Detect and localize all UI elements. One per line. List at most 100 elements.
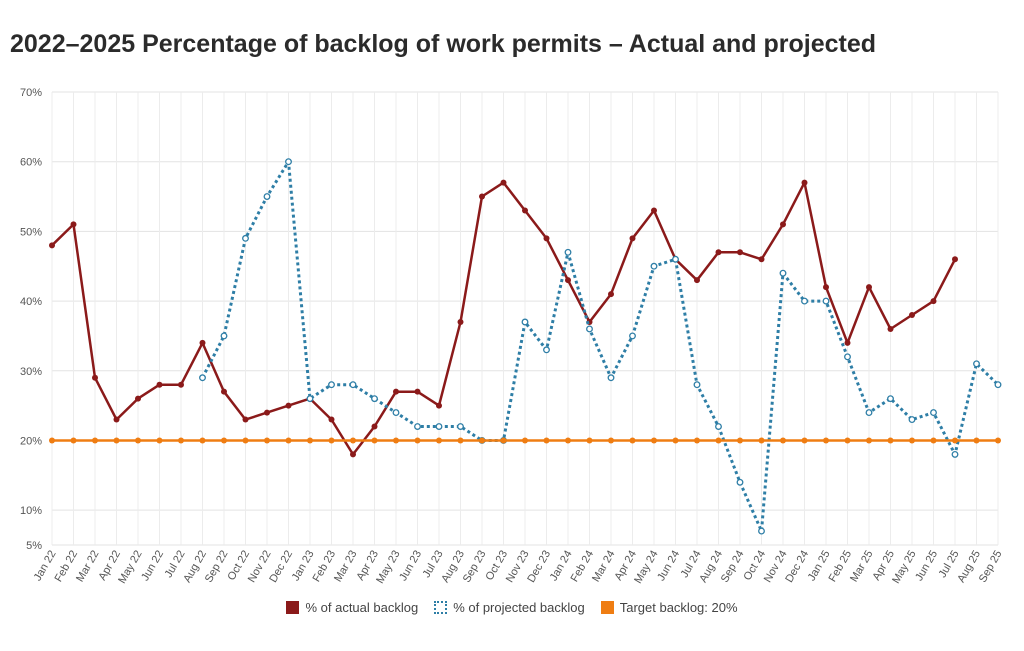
data-point bbox=[822, 297, 830, 305]
data-point bbox=[736, 478, 744, 486]
legend-item-projected[interactable]: % of projected backlog bbox=[434, 600, 585, 615]
data-point bbox=[586, 437, 593, 444]
data-point bbox=[113, 416, 120, 423]
data-point bbox=[285, 158, 292, 166]
data-point bbox=[780, 437, 786, 444]
data-point bbox=[715, 249, 722, 256]
data-point bbox=[328, 437, 335, 444]
data-point bbox=[973, 360, 980, 368]
data-point bbox=[565, 437, 571, 444]
data-point bbox=[350, 451, 356, 458]
legend-item-target[interactable]: Target backlog: 20% bbox=[600, 600, 738, 615]
data-point bbox=[758, 437, 765, 444]
data-point bbox=[737, 249, 743, 256]
data-point bbox=[221, 388, 227, 395]
data-point bbox=[844, 339, 851, 346]
data-point bbox=[672, 255, 679, 263]
data-point bbox=[199, 437, 206, 444]
data-point bbox=[629, 437, 636, 444]
y-tick-label: 50% bbox=[20, 226, 42, 238]
data-point bbox=[952, 256, 958, 263]
y-axis-ticks: 5% 10% 20% 30% 40% 50% 60% 70% bbox=[20, 87, 42, 552]
data-point bbox=[414, 423, 421, 430]
data-point bbox=[844, 437, 851, 444]
x-tick-label: Jun 23 bbox=[397, 549, 424, 584]
data-point bbox=[994, 381, 1002, 389]
data-point bbox=[543, 437, 550, 444]
data-point bbox=[500, 437, 507, 444]
data-point bbox=[672, 437, 679, 444]
data-point bbox=[801, 179, 808, 186]
data-point bbox=[930, 409, 937, 417]
data-point bbox=[328, 416, 335, 423]
data-point bbox=[651, 207, 657, 214]
x-tick-label: Jun 22 bbox=[139, 549, 166, 584]
data-point bbox=[586, 325, 593, 333]
data-point bbox=[393, 437, 399, 444]
legend-actual-label: % of actual backlog bbox=[305, 600, 419, 615]
data-point bbox=[823, 284, 829, 291]
data-point bbox=[49, 242, 55, 249]
y-tick-label: 30% bbox=[20, 366, 42, 378]
data-point bbox=[178, 381, 184, 388]
data-point bbox=[479, 193, 485, 200]
y-tick-label: 40% bbox=[20, 296, 42, 308]
y-tick-label: 5% bbox=[26, 540, 42, 552]
x-tick-label: Jun 25 bbox=[913, 549, 940, 584]
data-point bbox=[113, 437, 120, 444]
data-point bbox=[801, 297, 808, 305]
data-point bbox=[909, 437, 915, 444]
projected-swatch-icon bbox=[434, 601, 448, 614]
data-point bbox=[92, 437, 98, 444]
data-point bbox=[565, 277, 571, 284]
data-point bbox=[715, 437, 722, 444]
data-point bbox=[349, 381, 357, 389]
x-tick-label: Jun 24 bbox=[655, 549, 682, 584]
data-point bbox=[973, 437, 980, 444]
data-point bbox=[199, 339, 206, 346]
data-point bbox=[371, 395, 378, 403]
data-point bbox=[694, 277, 700, 284]
data-point bbox=[866, 284, 872, 291]
data-point bbox=[178, 437, 184, 444]
data-point bbox=[780, 221, 786, 228]
data-point bbox=[866, 437, 872, 444]
data-point bbox=[521, 318, 529, 326]
data-point bbox=[414, 388, 421, 395]
data-point bbox=[650, 262, 658, 270]
legend-target-label: Target backlog: 20% bbox=[619, 600, 738, 615]
data-point bbox=[693, 381, 701, 389]
y-tick-label: 20% bbox=[20, 435, 42, 447]
data-point bbox=[92, 374, 98, 381]
data-point bbox=[887, 395, 894, 403]
data-point bbox=[436, 437, 442, 444]
data-point bbox=[522, 207, 528, 214]
legend-item-actual[interactable]: % of actual backlog bbox=[286, 600, 418, 615]
series-0 bbox=[49, 179, 958, 458]
data-point bbox=[199, 374, 206, 382]
data-point bbox=[737, 437, 743, 444]
data-point bbox=[823, 437, 829, 444]
data-point bbox=[457, 318, 464, 325]
data-point bbox=[500, 179, 507, 186]
data-point bbox=[242, 234, 249, 242]
data-point bbox=[607, 374, 615, 382]
data-point bbox=[694, 437, 700, 444]
data-point bbox=[156, 437, 163, 444]
data-point bbox=[479, 437, 485, 444]
data-point bbox=[865, 409, 873, 417]
chart-title: 2022–2025 Percentage of backlog of work … bbox=[10, 30, 877, 58]
y-tick-label: 70% bbox=[20, 87, 42, 99]
data-point bbox=[371, 423, 378, 430]
legend: % of actual backlog % of projected backl… bbox=[0, 600, 1024, 615]
data-point bbox=[651, 437, 657, 444]
series-group bbox=[49, 158, 1002, 535]
data-point bbox=[909, 312, 915, 319]
data-point bbox=[435, 423, 443, 430]
data-point bbox=[564, 248, 572, 256]
data-point bbox=[70, 221, 77, 228]
target-swatch-icon bbox=[600, 601, 614, 614]
data-point bbox=[844, 353, 851, 361]
